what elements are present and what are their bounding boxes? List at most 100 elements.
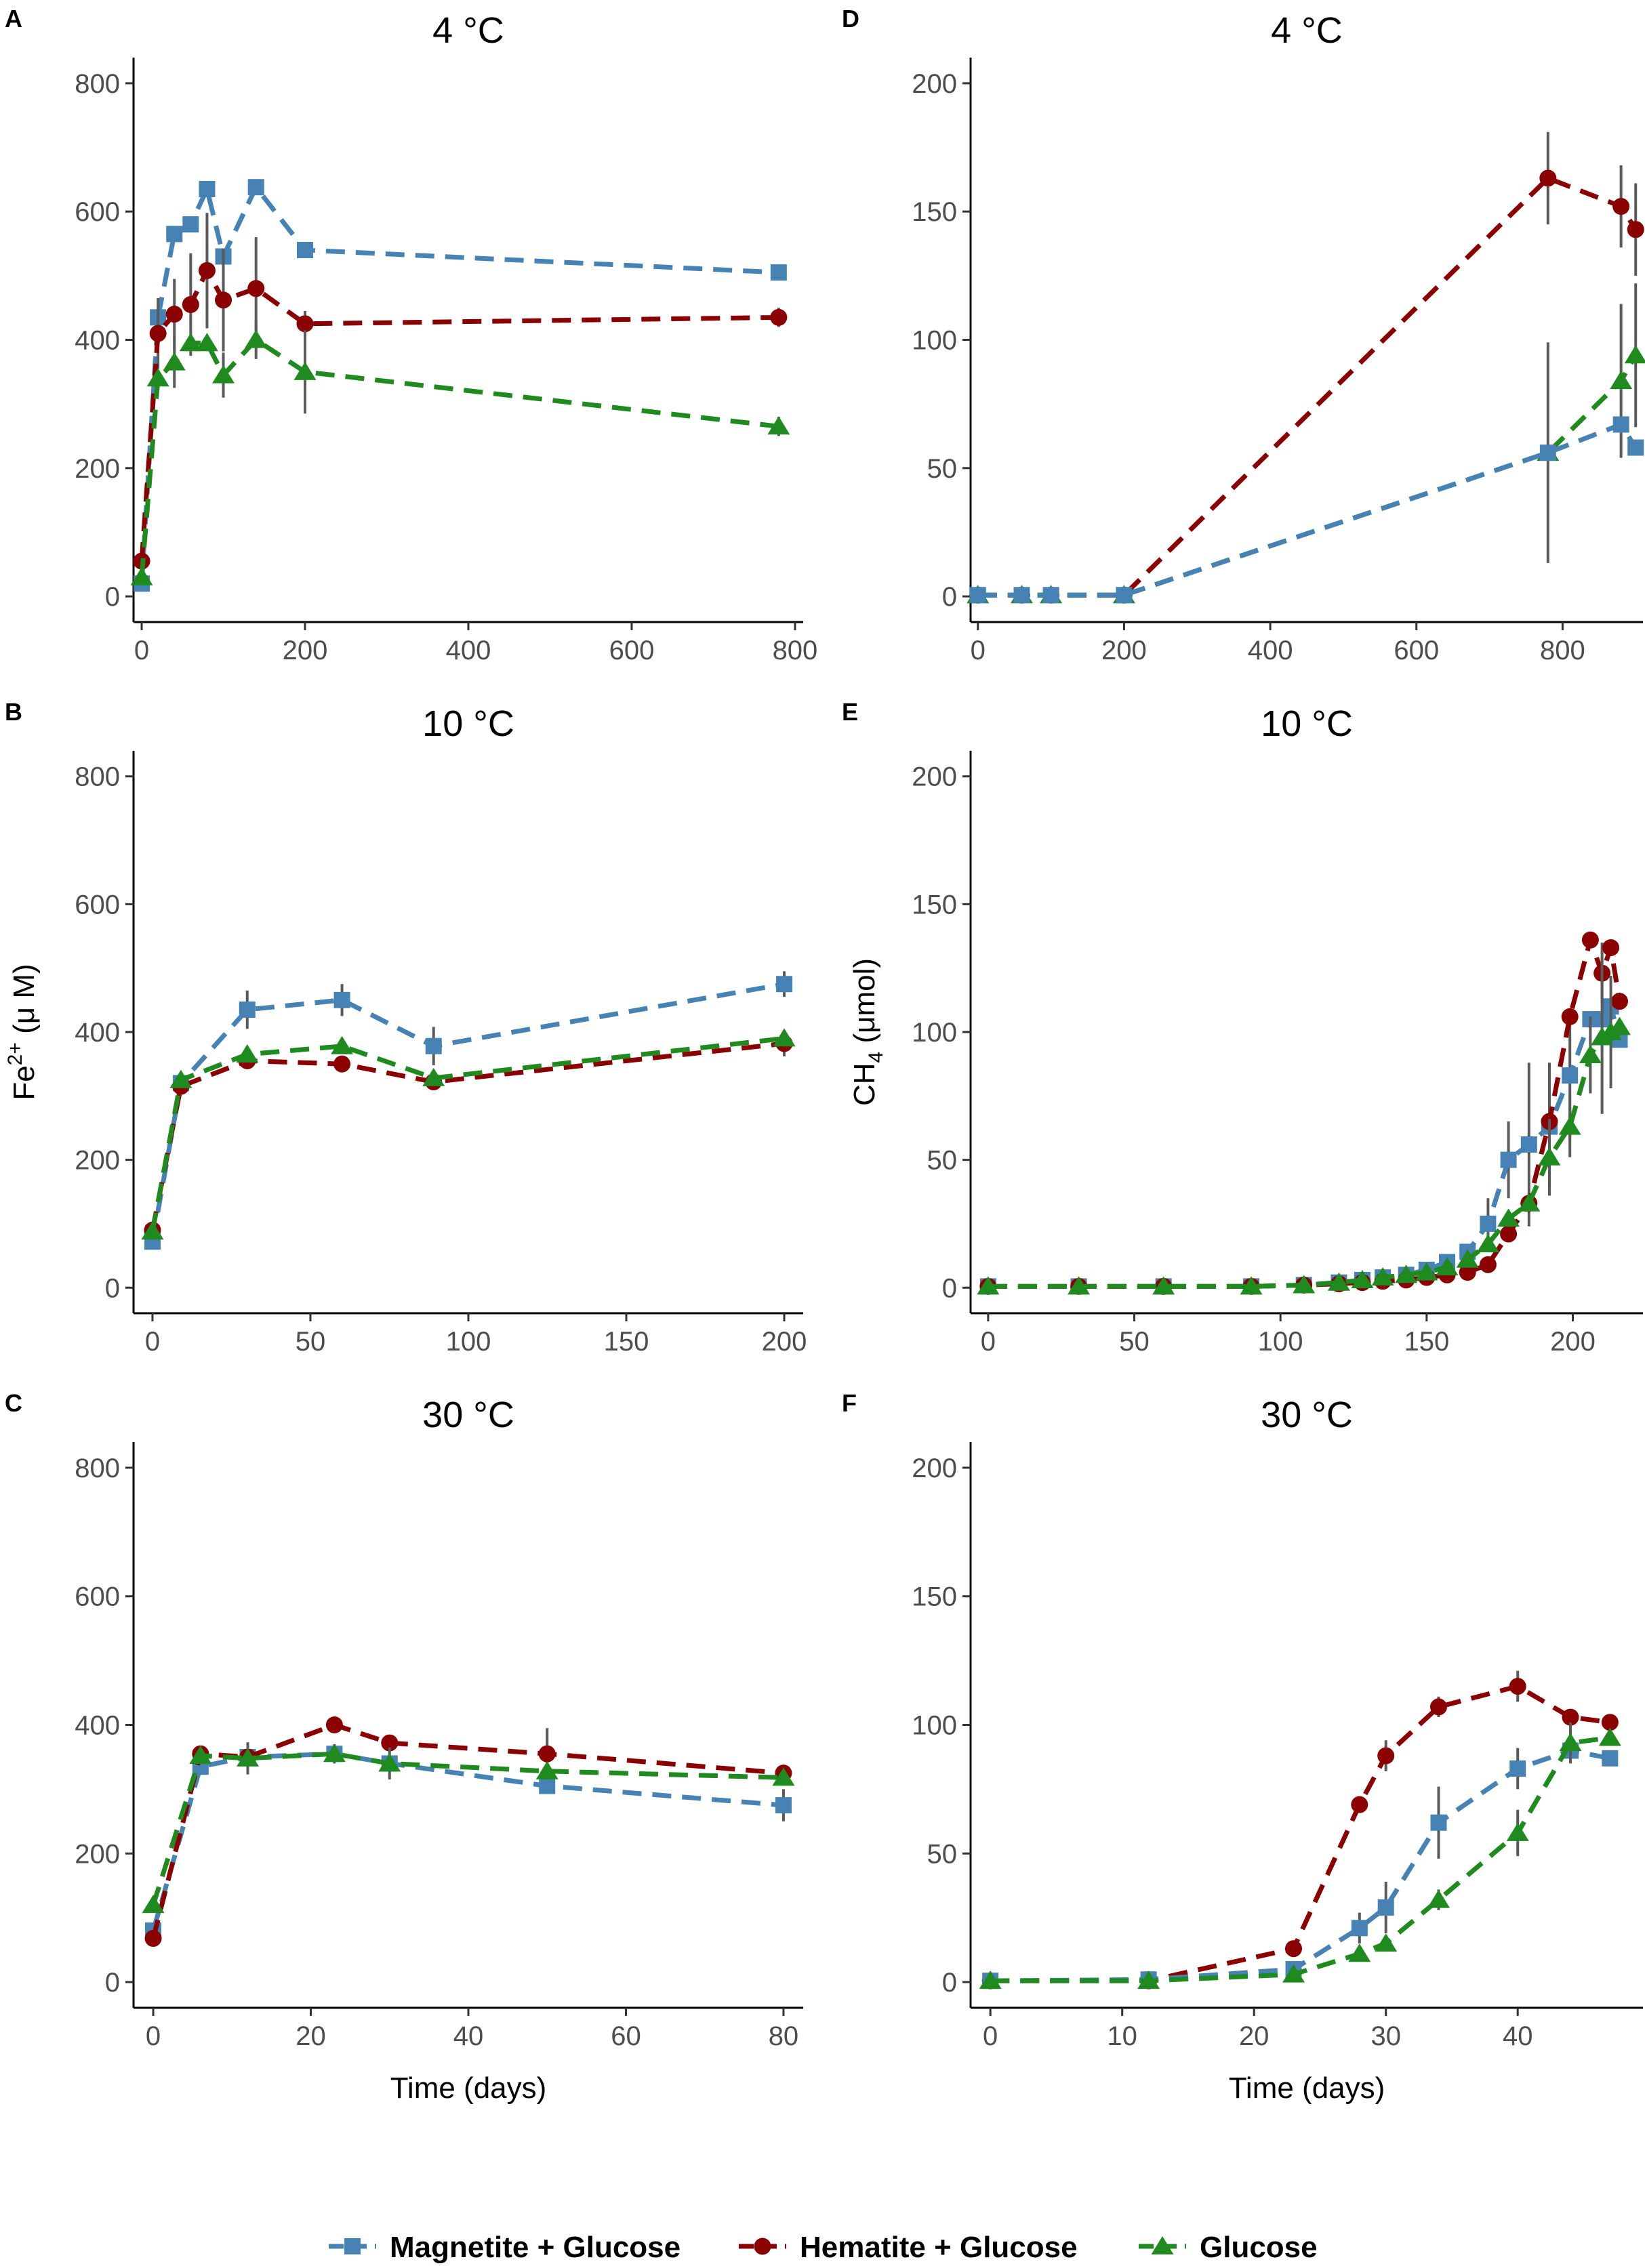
y-tick-label: 50 <box>927 1146 958 1176</box>
panel-c: C 30 °C 0 200 400 600 800 0 20 40 60 80 Time (days) <box>5 1389 803 2105</box>
x-tick-label: 400 <box>1248 636 1293 665</box>
y-axis-title: CH4 (μmol) <box>848 958 887 1106</box>
data-point <box>1539 445 1556 461</box>
data-point <box>770 308 788 326</box>
data-point <box>130 566 153 585</box>
panel-a: A 4 °C 0 200 400 600 800 0 200 400 600 800 <box>5 5 817 665</box>
series-hematite <box>981 1670 1619 1989</box>
y-axis-title-base: Fe <box>7 1065 41 1100</box>
data-point <box>195 333 218 352</box>
data-point <box>215 291 232 309</box>
data-point <box>1601 1714 1619 1731</box>
data-point <box>1598 1727 1621 1746</box>
panel-letter: A <box>5 5 22 33</box>
y-axis-title-sub: 4 <box>865 1052 887 1063</box>
series-glucose <box>130 321 790 585</box>
x-tick-label: 800 <box>1540 636 1585 665</box>
data-point <box>236 1044 259 1063</box>
data-point <box>333 991 350 1008</box>
series-hematite <box>133 213 788 570</box>
data-point <box>1459 1264 1476 1281</box>
x-tick-label: 0 <box>146 2021 161 2051</box>
x-tick-label: 40 <box>1503 2021 1533 2051</box>
data-point <box>1351 1920 1368 1937</box>
data-point <box>1600 1022 1623 1040</box>
data-point <box>144 1930 162 1947</box>
legend-item-magnetite: Magnetite + Glucose <box>329 2231 681 2264</box>
panel-letter: D <box>842 5 859 33</box>
data-point <box>1518 1193 1541 1212</box>
data-point <box>1559 1733 1582 1752</box>
x-tick-label: 40 <box>453 2021 484 2051</box>
y-tick-label: 400 <box>75 326 120 356</box>
panel-title: 30 °C <box>422 1395 514 1435</box>
series-hematite <box>979 931 1628 1295</box>
legend-label: Glucose <box>1200 2231 1318 2264</box>
legend-label: Hematite + Glucose <box>800 2231 1078 2264</box>
data-point <box>425 1037 442 1054</box>
y-tick-label: 0 <box>942 1273 957 1303</box>
data-point <box>1608 1016 1631 1035</box>
x-tick-label: 0 <box>145 1327 160 1357</box>
data-point <box>325 1716 343 1733</box>
series-magnetite <box>145 1744 792 1939</box>
y-tick-label: 0 <box>105 1273 120 1303</box>
data-point <box>1627 439 1644 456</box>
y-tick-label: 800 <box>75 69 120 99</box>
data-point <box>1500 1151 1517 1168</box>
y-tick-label: 0 <box>105 582 120 612</box>
data-point <box>775 1797 792 1814</box>
series-line <box>139 184 779 584</box>
data-point <box>1612 416 1629 433</box>
series-line <box>977 354 1638 598</box>
data-point <box>1562 1708 1579 1726</box>
data-point <box>539 1777 556 1794</box>
data-point <box>1068 1276 1091 1295</box>
data-point <box>1497 1208 1520 1227</box>
y-tick-label: 50 <box>927 1839 958 1869</box>
y-axis-title: Fe2+ (μ M) <box>4 964 41 1100</box>
data-point <box>1480 1215 1497 1232</box>
data-point <box>165 306 183 323</box>
y-tick-label: 200 <box>75 454 120 484</box>
series-glucose <box>141 1028 796 1240</box>
legend-key-marker <box>344 2238 361 2254</box>
panel-letter: F <box>842 1389 857 1417</box>
data-point <box>166 226 183 243</box>
x-tick-label: 150 <box>1404 1327 1449 1357</box>
y-tick-label: 800 <box>75 762 120 792</box>
data-point <box>1430 1814 1447 1831</box>
data-point <box>296 315 314 333</box>
data-point <box>773 1028 796 1047</box>
data-point <box>1327 1272 1350 1291</box>
series-magnetite <box>134 179 787 592</box>
data-point <box>1558 1116 1581 1135</box>
data-point <box>1427 1889 1450 1908</box>
legend-item-glucose: Glucose <box>1139 2231 1318 2264</box>
y-tick-label: 0 <box>942 1968 957 1998</box>
data-point <box>198 262 216 279</box>
y-tick-label: 400 <box>75 1711 120 1741</box>
data-point <box>1581 931 1599 949</box>
data-point <box>1395 1264 1418 1283</box>
data-point <box>969 587 986 604</box>
y-tick-label: 100 <box>912 326 957 356</box>
data-point <box>239 1001 256 1018</box>
x-tick-label: 20 <box>296 2021 326 2051</box>
data-point <box>1116 587 1133 604</box>
data-point <box>297 241 314 258</box>
y-tick-label: 200 <box>912 762 957 792</box>
data-point <box>179 333 202 352</box>
panel-b: B 10 °C 0 200 400 600 800 0 50 100 150 200 Fe2+ (μ M… <box>4 698 807 1357</box>
data-point <box>381 1734 399 1752</box>
data-point <box>422 1067 445 1086</box>
data-point <box>1351 1796 1368 1813</box>
data-point <box>1377 1747 1395 1765</box>
data-point <box>293 361 317 380</box>
series-glucose <box>979 1722 1621 1989</box>
data-point <box>1520 1136 1537 1153</box>
data-point <box>323 1744 346 1762</box>
x-tick-label: 200 <box>1101 636 1147 665</box>
panel-d: D 4 °C 0 50 100 150 200 0 200 400 600 800 <box>842 5 1645 665</box>
